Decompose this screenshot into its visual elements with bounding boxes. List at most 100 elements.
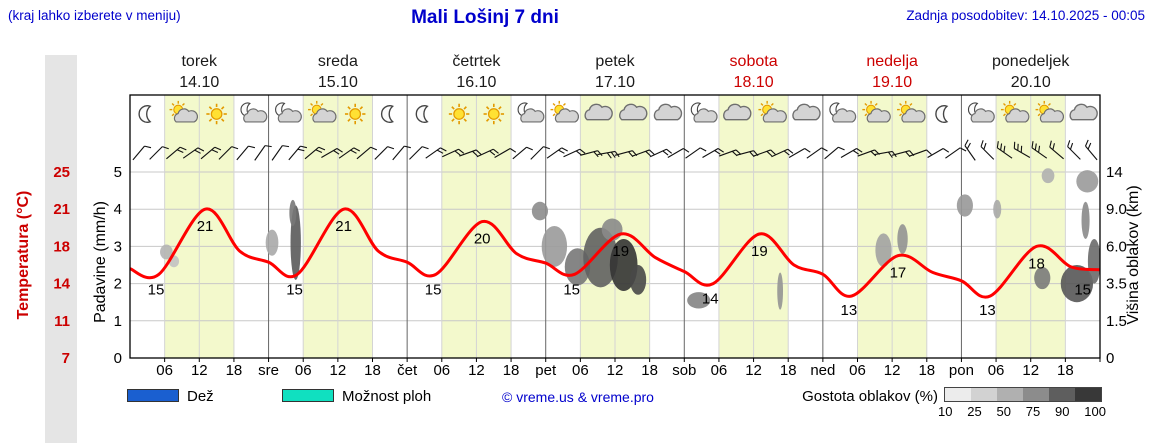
wind-barb: [806, 147, 828, 159]
weather-icon-sun-cloud: [897, 100, 926, 123]
wind-barb: [425, 147, 447, 159]
day-name: sobota: [730, 53, 778, 70]
wind-barb: [200, 146, 222, 160]
page-title: Mali Lošinj 7 dni: [411, 7, 559, 28]
wind-barb: [1031, 141, 1048, 159]
day-abbr-label: pon: [949, 362, 974, 379]
hour-label: 06: [711, 362, 728, 379]
weather-icon-moon: [380, 105, 394, 123]
wind-barb: [494, 148, 517, 158]
day-date: 16.10: [456, 74, 496, 91]
temperature-label: 20: [474, 231, 491, 248]
wind-barb: [409, 146, 429, 160]
hour-label: 12: [1022, 362, 1039, 379]
hour-label: 18: [918, 362, 935, 379]
wind-barb: [874, 150, 897, 158]
svg-text:6.0: 6.0: [1106, 238, 1127, 255]
hour-label: 06: [988, 362, 1005, 379]
svg-text:1: 1: [114, 313, 122, 330]
hour-label: 12: [884, 362, 901, 379]
wind-barb: [563, 148, 586, 158]
hour-label: 18: [364, 362, 381, 379]
weather-icon-cloud: [723, 103, 752, 121]
wind-barb: [338, 147, 361, 159]
temperature-label: 18: [1028, 255, 1045, 272]
svg-text:25: 25: [53, 164, 70, 181]
weather-icon-cloud: [653, 103, 683, 121]
density-tick: 25: [967, 404, 982, 419]
svg-text:0: 0: [114, 350, 122, 367]
temperature-axis-strip: [45, 55, 77, 443]
day-name: torek: [181, 53, 218, 70]
wind-barb: [288, 145, 308, 161]
hour-label: 12: [330, 362, 347, 379]
hour-label: 18: [780, 362, 797, 379]
wind-barb: [459, 149, 482, 157]
weather-icon-sun: [483, 103, 505, 125]
wind-barb: [909, 149, 932, 157]
day-abbr-label: pet: [535, 362, 557, 379]
svg-text:1.5: 1.5: [1106, 313, 1127, 330]
temperature-label: 15: [563, 281, 580, 298]
wind-barb: [771, 148, 794, 158]
wind-barb: [1013, 141, 1031, 158]
hour-label: 06: [156, 362, 173, 379]
weather-icon-moon: [415, 105, 429, 123]
hour-label: 06: [572, 362, 589, 379]
wind-barb: [1085, 139, 1098, 161]
svg-text:7: 7: [62, 350, 70, 367]
wind-barb: [374, 146, 395, 160]
hour-label: 12: [607, 362, 624, 379]
cloud-density-gradient: [944, 387, 1102, 402]
weather-icon-sun-cloud: [308, 100, 337, 123]
wind-barbs: [132, 139, 1098, 161]
wind-barb: [996, 141, 1013, 159]
day-date: 15.10: [318, 74, 358, 91]
day-abbr-label: ned: [810, 362, 835, 379]
hour-label: 18: [641, 362, 658, 379]
wind-barb: [649, 148, 673, 158]
wind-barb: [254, 145, 272, 161]
svg-text:2: 2: [114, 276, 122, 293]
wind-barb: [442, 148, 465, 158]
showers-legend-label: Možnost ploh: [342, 388, 432, 405]
temperature-curve-labels: 15 21 15 21 15 20 15 19 14 19 13 17 13 18 15: [148, 218, 1091, 319]
menu-hint: (kraj lahko izberete v meniju): [8, 8, 181, 23]
weather-icon-sun-cloud: [1000, 100, 1030, 123]
copyright-link[interactable]: © vreme.us & vreme.pro: [502, 389, 654, 405]
weather-icon-sun-cloud: [862, 100, 891, 123]
day-name: ponedeljek: [992, 53, 1070, 70]
wind-barb: [218, 146, 239, 160]
wind-barb: [1049, 140, 1064, 160]
weather-icon-sun: [206, 103, 227, 125]
x-axis-ticks: [164, 358, 1101, 362]
weather-icon-sun-cloud: [550, 100, 579, 123]
weather-icon-moon-cloud: [240, 102, 268, 123]
temperature-label: 21: [197, 218, 214, 235]
wind-barb: [392, 145, 411, 161]
temperature-label: 21: [335, 218, 352, 235]
wind-barb: [980, 140, 995, 160]
temperature-label: 13: [840, 302, 857, 319]
cloud-density-ticks: 10 25 50 75 90 100: [938, 404, 1106, 419]
hour-label: 06: [295, 362, 312, 379]
x-axis-labels: 06 12 18 sre 06 12 18 čet 06 12 18 pet 06 12 18 sob 06 12…: [156, 362, 1073, 379]
day-abbr-label: sob: [672, 362, 696, 379]
day-date: 20.10: [1011, 74, 1051, 91]
weather-icon-sun: [448, 103, 470, 125]
svg-text:18: 18: [53, 238, 70, 255]
weather-icon-sun-cloud: [169, 100, 198, 123]
wind-barb: [580, 150, 603, 158]
wind-barb: [149, 146, 169, 160]
wind-barb: [632, 149, 655, 157]
precipitation-ticks: 5 4 3 2 1 0: [114, 164, 122, 367]
wind-barb: [945, 147, 967, 159]
svg-text:0: 0: [1106, 350, 1114, 367]
rain-legend-swatch: [127, 389, 179, 402]
day-headers: torek 14.10 sreda 15.10 četrtek 16.10 petek 17.…: [179, 53, 1070, 91]
weather-icon-cloud: [619, 103, 648, 121]
svg-text:14: 14: [53, 276, 70, 293]
wind-barb: [356, 146, 378, 160]
temperature-label: 15: [148, 281, 165, 298]
